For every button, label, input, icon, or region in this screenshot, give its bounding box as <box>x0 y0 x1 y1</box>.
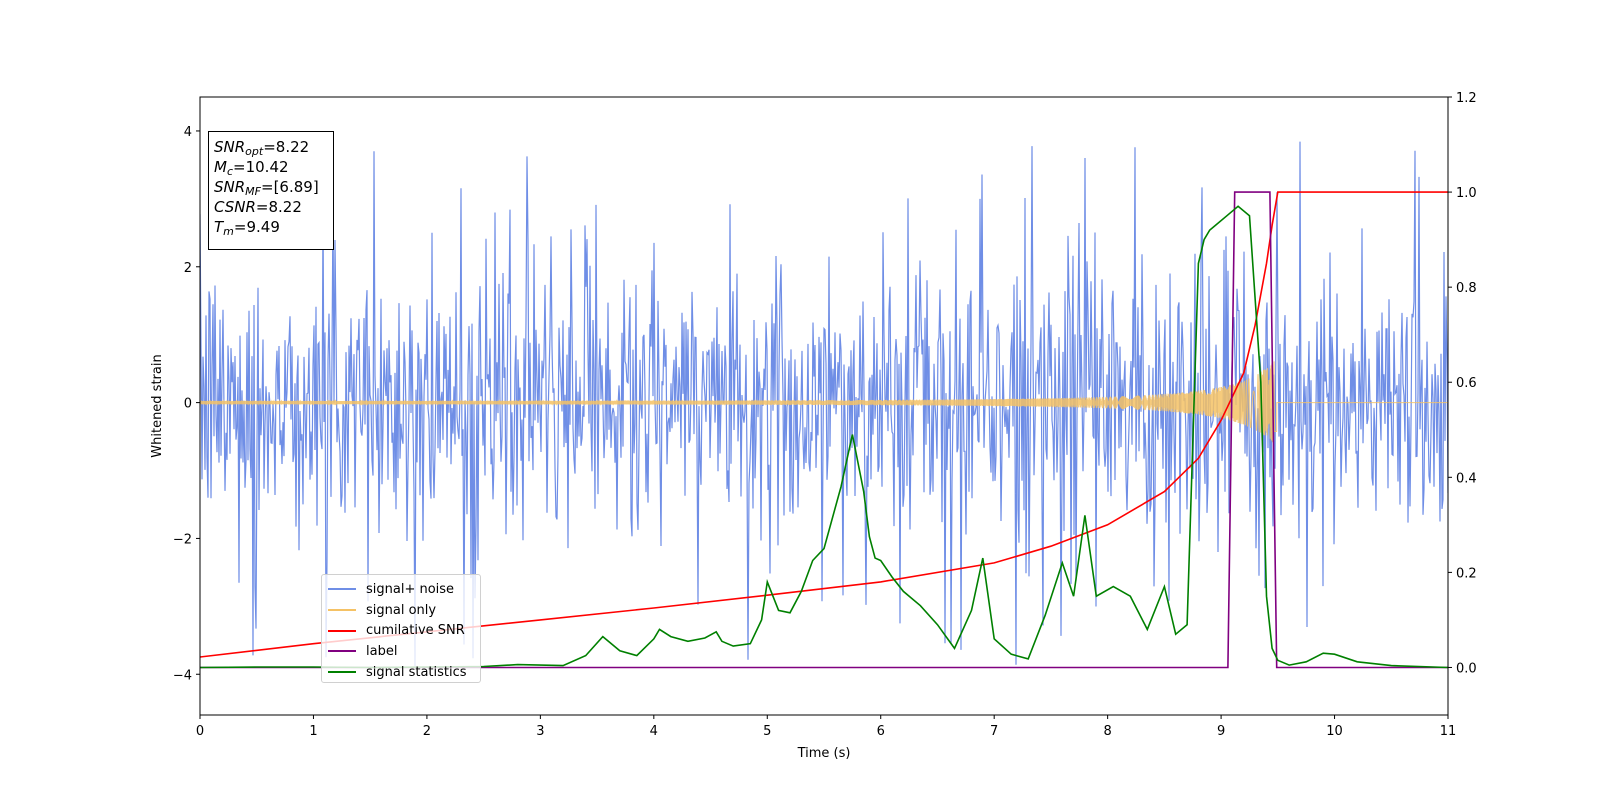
csnr-value: =8.22 <box>255 198 302 216</box>
snr-mf-line: SNRMF=[6.89] <box>214 177 333 197</box>
legend-label: signal statistics <box>366 664 467 680</box>
mc-label: M <box>214 158 227 176</box>
legend-item-signal-statistics: signal statistics <box>328 662 474 683</box>
plot-area <box>200 141 1448 669</box>
mc-value: =10.42 <box>233 158 289 176</box>
y-tick-label: 2 <box>184 261 192 276</box>
x-tick-label: 3 <box>536 724 544 739</box>
legend-label: signal+ noise <box>366 581 455 597</box>
csnr-label: CSNR <box>214 198 256 216</box>
y-axis-label: Whitened strain <box>150 354 165 457</box>
legend-swatch <box>328 588 356 591</box>
x-tick-label: 10 <box>1326 724 1343 739</box>
snr-mf-subscript: MF <box>245 185 261 198</box>
y2-tick-label: 1.2 <box>1456 91 1477 106</box>
legend: signal+ noise signal only cumilative SNR… <box>321 574 481 683</box>
y2-tick-label: 0.4 <box>1456 471 1477 486</box>
mc-subscript: c <box>226 165 234 178</box>
y2-tick-label: 0.0 <box>1456 661 1477 676</box>
legend-label: cumilative SNR <box>366 623 465 639</box>
y2-tick-label: 0.2 <box>1456 566 1477 581</box>
legend-label: label <box>366 643 398 659</box>
y-tick-label: −4 <box>173 668 192 683</box>
axes-frame <box>199 96 1449 716</box>
snr-opt-label: SNR <box>214 138 246 156</box>
parameter-box: SNRopt=8.22 Mc=10.42 SNRMF=[6.89] CSNR=8… <box>208 131 334 250</box>
y2-tick-label: 0.6 <box>1456 376 1477 391</box>
snr-opt-subscript: opt <box>245 145 264 158</box>
legend-item-signal-only: signal only <box>328 600 474 621</box>
y-tick-label: −2 <box>173 532 192 547</box>
y2-tick-label: 1.0 <box>1456 186 1477 201</box>
legend-item-cumulative-snr: cumilative SNR <box>328 620 474 641</box>
y-axis-left: −4 −2 0 2 4 <box>173 125 200 683</box>
legend-label: signal only <box>366 602 437 618</box>
x-tick-label: 9 <box>1217 724 1225 739</box>
tm-subscript: m <box>223 225 234 238</box>
x-tick-label: 2 <box>423 724 431 739</box>
x-tick-label: 4 <box>650 724 658 739</box>
legend-item-signal-noise: signal+ noise <box>328 579 474 600</box>
legend-swatch <box>328 671 356 674</box>
series-signal-noise <box>200 141 1448 667</box>
x-tick-label: 7 <box>990 724 998 739</box>
legend-swatch <box>328 609 356 612</box>
legend-swatch <box>328 629 356 632</box>
x-axis-label: Time (s) <box>797 746 851 761</box>
y2-tick-label: 0.8 <box>1456 281 1477 296</box>
y-axis-right: 0.0 0.2 0.4 0.6 0.8 1.0 1.2 <box>1448 91 1477 676</box>
x-tick-label: 11 <box>1440 724 1457 739</box>
tm-label: T <box>214 218 224 236</box>
snr-mf-label: SNR <box>214 178 246 196</box>
mc-line: Mc=10.42 <box>214 157 333 177</box>
y-tick-label: 0 <box>184 397 192 412</box>
x-tick-label: 5 <box>763 724 771 739</box>
x-tick-label: 6 <box>877 724 885 739</box>
x-tick-label: 1 <box>309 724 317 739</box>
x-axis: 0 1 2 3 4 5 6 7 8 9 10 11 <box>196 715 1456 739</box>
csnr-line: CSNR=8.22 <box>214 197 333 217</box>
tm-line: Tm=9.49 <box>214 217 333 237</box>
legend-swatch <box>328 650 356 653</box>
y-tick-label: 4 <box>184 125 192 140</box>
x-tick-label: 0 <box>196 724 204 739</box>
series-label <box>200 191 1448 669</box>
series-signal-statistics <box>200 205 1448 669</box>
legend-item-label: label <box>328 641 474 662</box>
snr-mf-value: =[6.89] <box>261 178 319 196</box>
snr-opt-line: SNRopt=8.22 <box>214 137 333 157</box>
tm-value: =9.49 <box>233 218 280 236</box>
snr-opt-value: =8.22 <box>263 138 310 156</box>
x-tick-label: 8 <box>1103 724 1111 739</box>
